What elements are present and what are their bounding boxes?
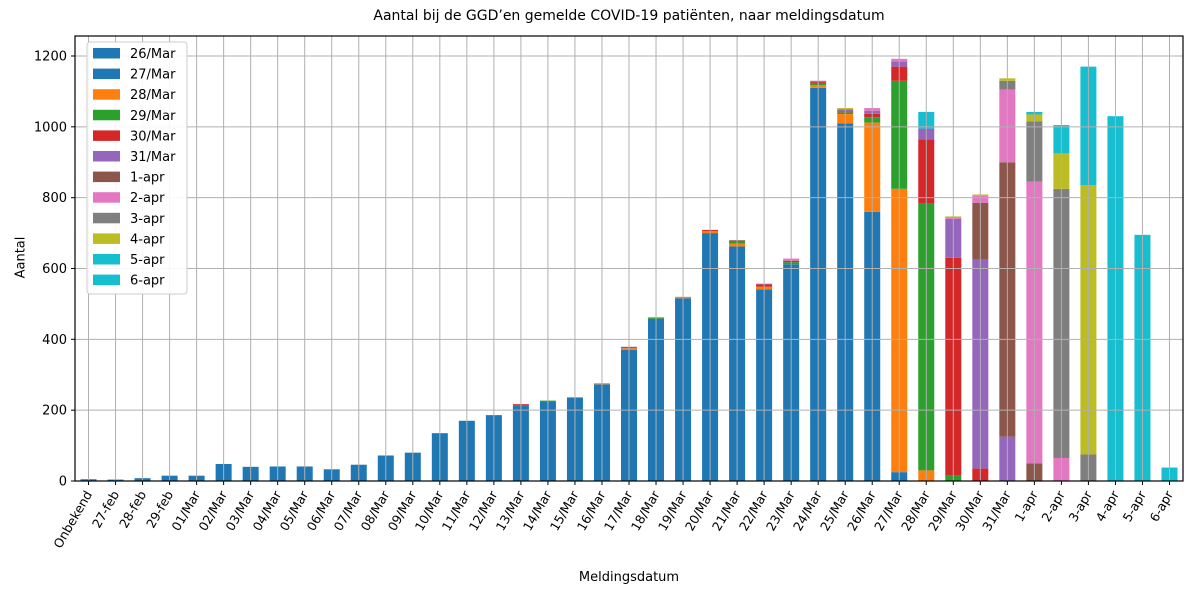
- legend-swatch: [93, 109, 120, 121]
- legend-label: 28/Mar: [130, 88, 176, 103]
- y-tick-label: 1200: [34, 50, 67, 65]
- chart-title: Aantal bij de GGD’en gemelde COVID-19 pa…: [373, 8, 885, 24]
- legend-swatch: [93, 130, 120, 141]
- x-tick-label: 2-apr: [1038, 487, 1068, 524]
- legend-label: 2-apr: [130, 191, 165, 206]
- legend-item-3-apr: 3-apr: [93, 212, 165, 227]
- y-tick-label: 1000: [34, 120, 67, 135]
- legend-item-6-apr: 6-apr: [93, 274, 165, 289]
- legend-label: 30/Mar: [130, 129, 176, 144]
- x-axis-label: Meldingsdatum: [578, 570, 680, 585]
- legend-label: 27/Mar: [130, 68, 176, 83]
- legend-item-1-apr: 1-apr: [93, 171, 165, 186]
- legend-label: 1-apr: [130, 171, 165, 186]
- legend-label: 29/Mar: [130, 109, 176, 124]
- legend-swatch: [93, 212, 120, 224]
- legend-swatch: [93, 68, 120, 80]
- legend: 26/Mar 27/Mar 28/Mar 29/Mar 30/Mar 31/Mar 1-ap…: [86, 41, 188, 295]
- legend-swatch: [93, 89, 120, 100]
- legend-item-27/Mar: 27/Mar: [93, 68, 176, 83]
- legend-item-5-apr: 5-apr: [93, 253, 165, 268]
- y-tick-label: 400: [42, 333, 67, 348]
- legend-item-26/Mar: 26/Mar: [93, 47, 176, 62]
- legend-item-29/Mar: 29/Mar: [93, 109, 176, 124]
- y-tick-label: 0: [59, 475, 67, 490]
- legend-item-30/Mar: 30/Mar: [93, 129, 176, 144]
- legend-swatch: [93, 254, 120, 265]
- x-tick-label: 3-apr: [1065, 487, 1095, 524]
- legend-item-31/Mar: 31/Mar: [93, 150, 176, 165]
- legend-swatch: [93, 274, 120, 286]
- legend-item-2-apr: 2-apr: [93, 191, 165, 206]
- legend-item-4-apr: 4-apr: [93, 232, 165, 247]
- legend-label: 5-apr: [130, 253, 165, 268]
- legend-item-28/Mar: 28/Mar: [93, 88, 176, 103]
- x-tick-label: 1-apr: [1011, 487, 1041, 524]
- legend-swatch: [93, 151, 120, 162]
- legend-box: [86, 41, 188, 295]
- y-tick-label: 600: [42, 262, 67, 277]
- legend-swatch: [93, 48, 120, 59]
- legend-swatch: [93, 192, 120, 203]
- legend-swatch: [93, 171, 120, 183]
- x-tick-label: 6-apr: [1146, 487, 1176, 524]
- x-tick-label: 5-apr: [1119, 487, 1149, 524]
- gridlines: [75, 36, 1183, 481]
- legend-label: 6-apr: [130, 274, 165, 289]
- y-tick-label: 800: [42, 191, 67, 206]
- x-tick-label: Onbekend: [50, 488, 95, 551]
- x-tick-label: 4-apr: [1092, 487, 1122, 524]
- axis-ticks: [71, 55, 1170, 485]
- legend-label: 31/Mar: [130, 150, 176, 165]
- y-tick-label: 200: [42, 404, 67, 419]
- legend-label: 26/Mar: [130, 47, 176, 62]
- y-axis-label: Aantal: [13, 236, 29, 279]
- legend-swatch: [93, 233, 120, 244]
- legend-label: 4-apr: [130, 232, 165, 247]
- legend-label: 3-apr: [130, 212, 165, 227]
